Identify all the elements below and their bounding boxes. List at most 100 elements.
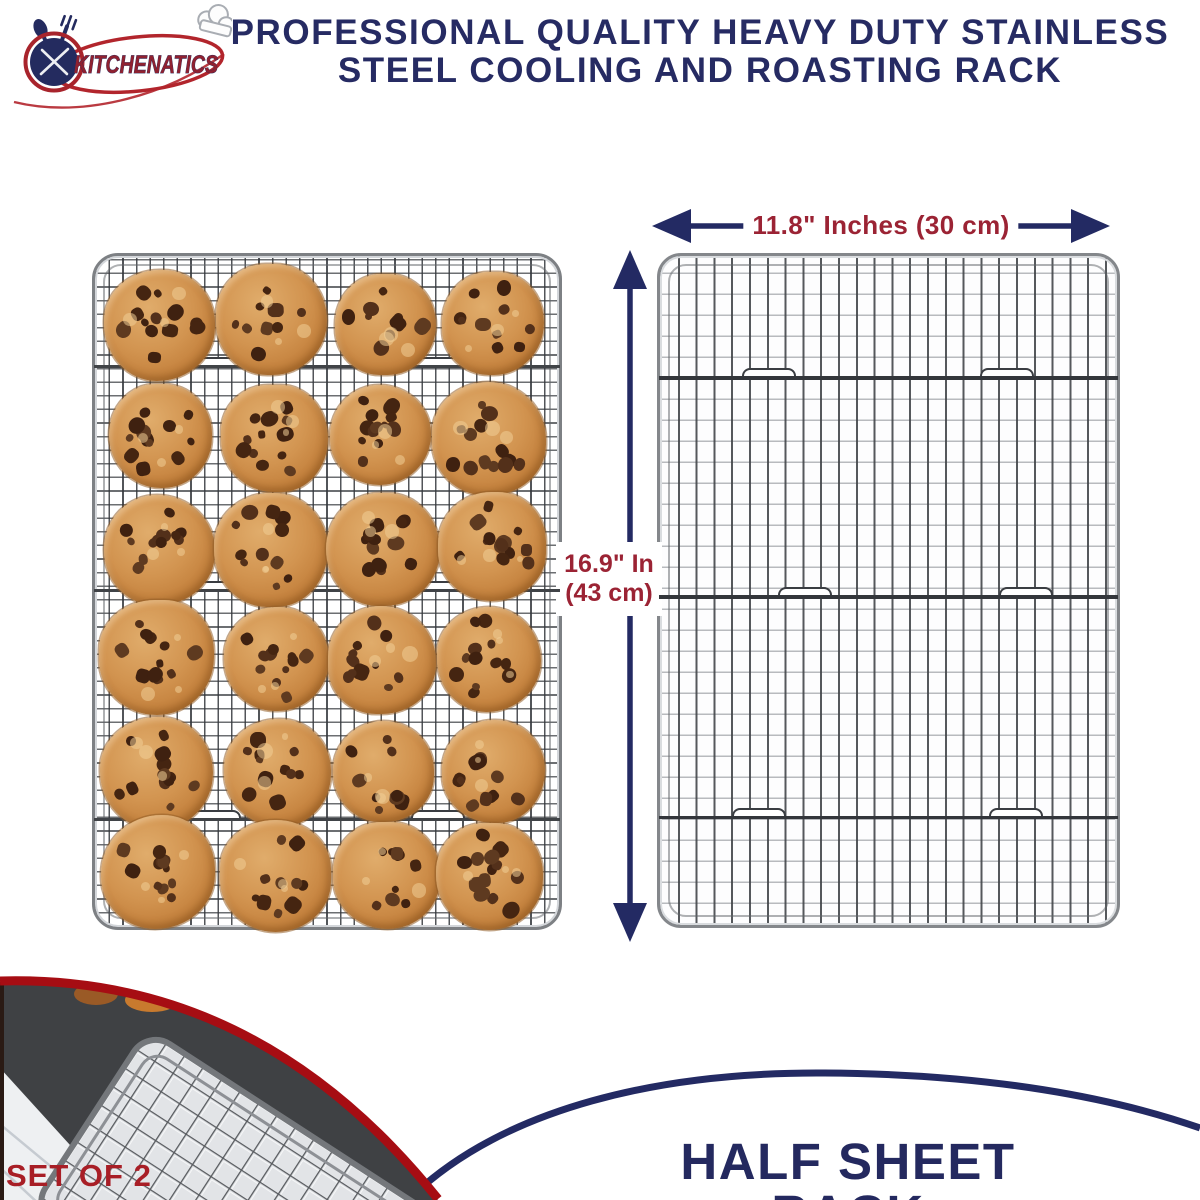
chocolate-chip: [240, 504, 260, 522]
chocolate-chip: [341, 308, 356, 325]
chocolate-chip: [482, 499, 495, 513]
chocolate-chip: [496, 279, 512, 297]
dough-highlight: [140, 881, 151, 892]
crossed-utensils-icon: [23, 14, 85, 93]
chocolate-chip: [356, 435, 368, 446]
dough-highlight: [378, 847, 387, 856]
red-arc-border: [0, 976, 442, 1200]
chocolate-chip: [486, 639, 496, 649]
chocolate-chip: [356, 394, 370, 407]
chocolate-chip: [447, 665, 465, 683]
photo-wire-rack: [38, 1036, 438, 1200]
dough-highlight: [485, 420, 500, 436]
cookie: [221, 385, 329, 493]
chocolate-chip: [156, 728, 171, 743]
dough-highlight: [257, 776, 272, 790]
chocolate-chip: [382, 733, 394, 745]
dough-highlight: [511, 868, 521, 878]
cookie: [435, 822, 544, 931]
chocolate-chip: [112, 640, 132, 660]
dough-highlight: [384, 524, 399, 539]
chocolate-chip: [134, 619, 146, 630]
height-dimension-inches: 16.9" In: [564, 550, 654, 578]
chocolate-chip: [154, 535, 168, 549]
chocolate-chip: [124, 779, 140, 796]
dough-highlight: [283, 429, 290, 436]
dough-highlight: [464, 344, 472, 352]
dough-highlight: [274, 338, 283, 346]
support-bar: [659, 587, 1118, 599]
chocolate-chip: [281, 894, 305, 917]
dough-highlight: [401, 645, 418, 662]
chef-hat-icon: [197, 4, 232, 38]
chocolate-chip: [374, 804, 385, 815]
chocolate-chip: [276, 449, 288, 461]
chocolate-chip: [132, 283, 154, 305]
set-of-2-badge: SET OF 2: [6, 1158, 152, 1193]
dough-highlight: [137, 432, 148, 443]
arrow-down-icon: [613, 903, 647, 942]
chocolate-chip: [275, 834, 288, 847]
chocolate-chip: [370, 899, 383, 912]
cookie: [224, 606, 329, 712]
cookie: [441, 720, 545, 824]
dough-highlight: [506, 671, 514, 679]
chocolate-chip: [167, 878, 177, 889]
cookie: [335, 274, 436, 375]
dough-highlight: [257, 742, 274, 759]
chocolate-chip: [115, 841, 132, 860]
chocolate-chip: [475, 317, 492, 332]
dough-highlight: [502, 866, 510, 874]
dough-highlight: [174, 425, 183, 434]
chocolate-chip: [523, 321, 537, 336]
navy-arc: [405, 1069, 1200, 1200]
dough-highlight: [270, 681, 279, 690]
dough-highlight: [123, 313, 137, 327]
dough-highlight: [475, 778, 489, 793]
chocolate-chip: [186, 778, 203, 794]
page-title: PROFESSIONAL QUALITY HEAVY DUTY STAINLES…: [206, 14, 1194, 90]
chocolate-chip: [238, 783, 260, 805]
dough-highlight: [500, 431, 513, 445]
chocolate-chip: [182, 408, 196, 422]
dough-highlight: [492, 629, 503, 639]
chocolate-chip: [467, 287, 481, 300]
dough-highlight: [453, 420, 468, 436]
chocolate-chip: [498, 898, 523, 923]
chocolate-chip: [383, 683, 394, 692]
dough-highlight: [271, 399, 286, 414]
chocolate-chip: [165, 668, 177, 681]
chocolate-chip: [272, 907, 284, 919]
cookie: [103, 269, 216, 382]
foot-bump: [732, 807, 787, 816]
dough-highlight: [281, 885, 289, 892]
dough-highlight: [377, 424, 393, 439]
chocolate-chip: [282, 572, 295, 585]
dough-highlight: [172, 286, 186, 300]
dough-highlight: [364, 526, 376, 538]
dough-highlight: [147, 548, 159, 560]
logo-swoosh-tail: [13, 53, 225, 109]
cookie: [328, 605, 437, 714]
width-dimension: 11.8" Inches (30 cm): [650, 202, 1112, 250]
dough-highlight: [140, 686, 155, 701]
dough-highlight: [483, 549, 496, 562]
chocolate-chip: [135, 460, 152, 478]
dough-highlight: [371, 440, 380, 449]
dough-highlight: [160, 318, 170, 328]
brand-name: KITCHENATICS: [74, 51, 218, 79]
chocolate-chip: [377, 627, 395, 645]
dough-highlight: [495, 637, 503, 645]
chocolate-chip: [512, 525, 523, 536]
dough-highlight: [176, 548, 185, 557]
dough-highlight: [368, 654, 382, 667]
dough-highlight: [160, 523, 168, 531]
chocolate-chip: [122, 860, 144, 881]
dough-highlight: [462, 870, 473, 881]
cookie: [219, 820, 332, 932]
dough-highlight: [411, 882, 427, 898]
chocolate-chip: [238, 630, 256, 647]
chocolate-chip: [279, 689, 294, 704]
chocolate-chip: [271, 582, 281, 592]
